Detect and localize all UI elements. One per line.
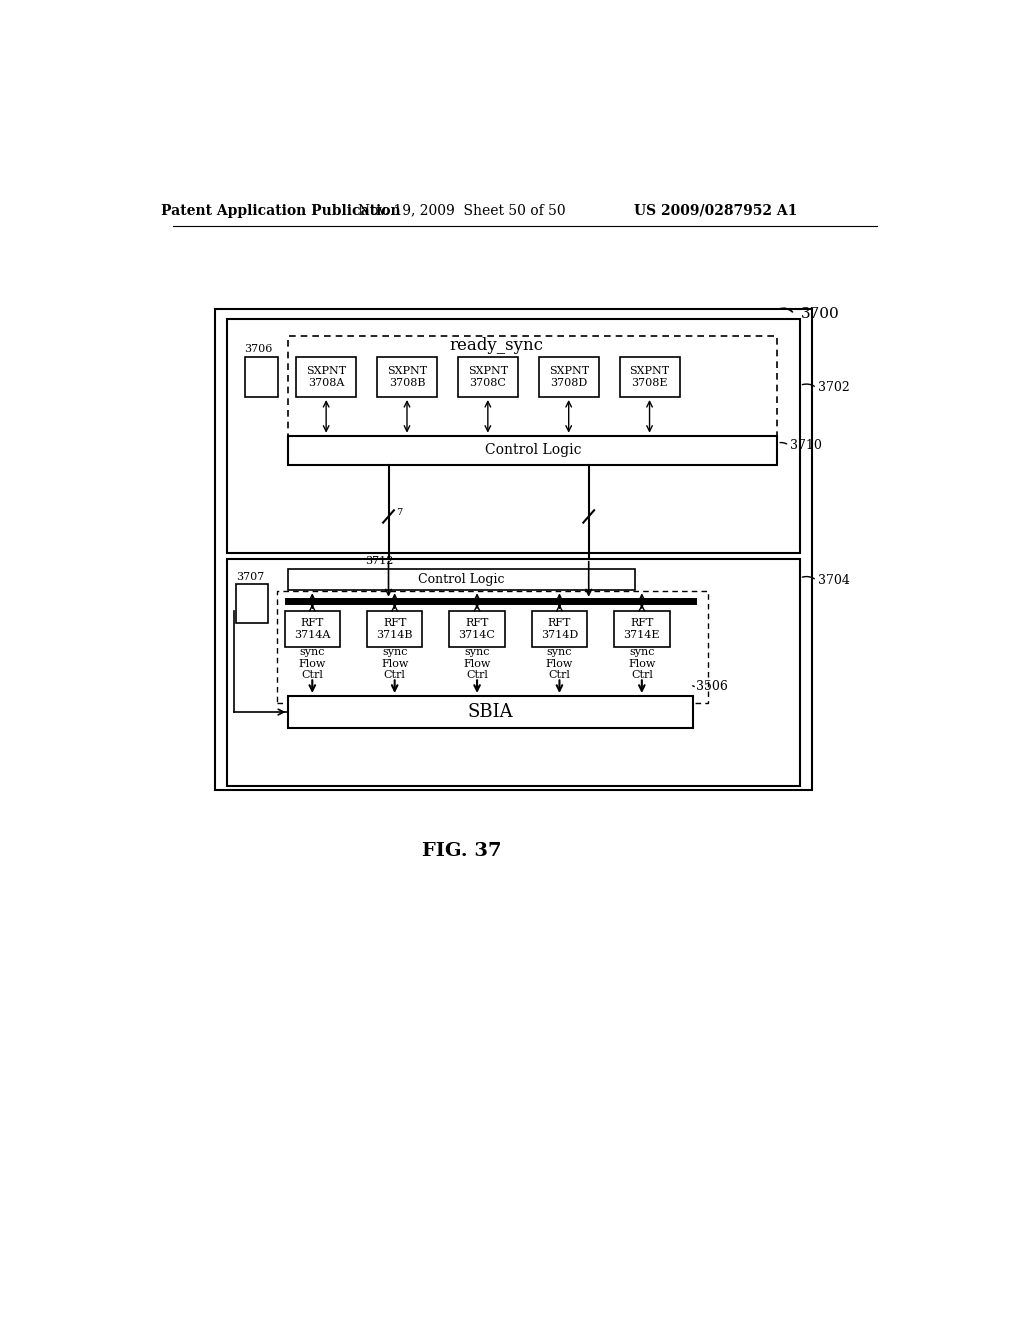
Bar	[289, 569, 635, 590]
Text: SXPNT
3708B: SXPNT 3708B	[387, 366, 427, 388]
Text: SXPNT
3708A: SXPNT 3708A	[306, 366, 346, 388]
FancyArrowPatch shape	[803, 577, 814, 578]
Bar	[614, 611, 670, 647]
Text: 3700: 3700	[801, 308, 840, 321]
Text: SBIA: SBIA	[468, 704, 513, 721]
Text: RFT
3714D: RFT 3714D	[541, 618, 579, 640]
FancyArrowPatch shape	[803, 384, 814, 387]
Bar	[237, 585, 268, 623]
Text: Control Logic: Control Logic	[419, 573, 505, 586]
Text: FIG. 37: FIG. 37	[422, 842, 502, 861]
Text: US 2009/0287952 A1: US 2009/0287952 A1	[634, 203, 798, 218]
FancyArrowPatch shape	[779, 308, 793, 312]
Bar	[531, 611, 587, 647]
Text: SXPNT
3708C: SXPNT 3708C	[468, 366, 508, 388]
Bar	[620, 358, 680, 397]
Text: RFT
3714B: RFT 3714B	[377, 618, 413, 640]
Bar	[367, 611, 422, 647]
Text: 3712: 3712	[366, 556, 394, 566]
Text: Patent Application Publication: Patent Application Publication	[161, 203, 400, 218]
Text: sync
Flow
Ctrl: sync Flow Ctrl	[464, 647, 490, 680]
Bar	[289, 335, 777, 440]
Text: 3704: 3704	[818, 574, 850, 587]
Text: Control Logic: Control Logic	[484, 444, 582, 457]
Text: sync
Flow
Ctrl: sync Flow Ctrl	[381, 647, 409, 680]
Bar	[458, 358, 518, 397]
Text: sync
Flow
Ctrl: sync Flow Ctrl	[546, 647, 573, 680]
Text: 7: 7	[396, 508, 402, 517]
Text: SXPNT
3708E: SXPNT 3708E	[630, 366, 670, 388]
Bar	[450, 611, 505, 647]
Bar	[285, 611, 340, 647]
Bar	[289, 696, 692, 729]
Bar	[245, 358, 279, 397]
Text: 3710: 3710	[791, 440, 822, 453]
Bar	[539, 358, 599, 397]
Text: sync
Flow
Ctrl: sync Flow Ctrl	[299, 647, 326, 680]
Text: RFT
3714C: RFT 3714C	[459, 618, 496, 640]
Text: 3506: 3506	[695, 680, 728, 693]
Text: 3702: 3702	[818, 381, 850, 395]
Bar	[377, 358, 437, 397]
FancyArrowPatch shape	[780, 442, 786, 444]
Text: RFT
3714E: RFT 3714E	[624, 618, 660, 640]
Bar	[215, 309, 812, 789]
Bar	[276, 591, 708, 702]
Text: 3706: 3706	[245, 345, 272, 354]
Text: ready_sync: ready_sync	[450, 337, 544, 354]
Text: sync
Flow
Ctrl: sync Flow Ctrl	[628, 647, 655, 680]
Bar	[289, 436, 777, 465]
Bar	[226, 318, 801, 553]
Text: RFT
3714A: RFT 3714A	[294, 618, 331, 640]
Text: SXPNT
3708D: SXPNT 3708D	[549, 366, 589, 388]
Bar	[296, 358, 356, 397]
Text: 3707: 3707	[237, 572, 264, 582]
Bar	[226, 558, 801, 785]
Text: Nov. 19, 2009  Sheet 50 of 50: Nov. 19, 2009 Sheet 50 of 50	[357, 203, 565, 218]
